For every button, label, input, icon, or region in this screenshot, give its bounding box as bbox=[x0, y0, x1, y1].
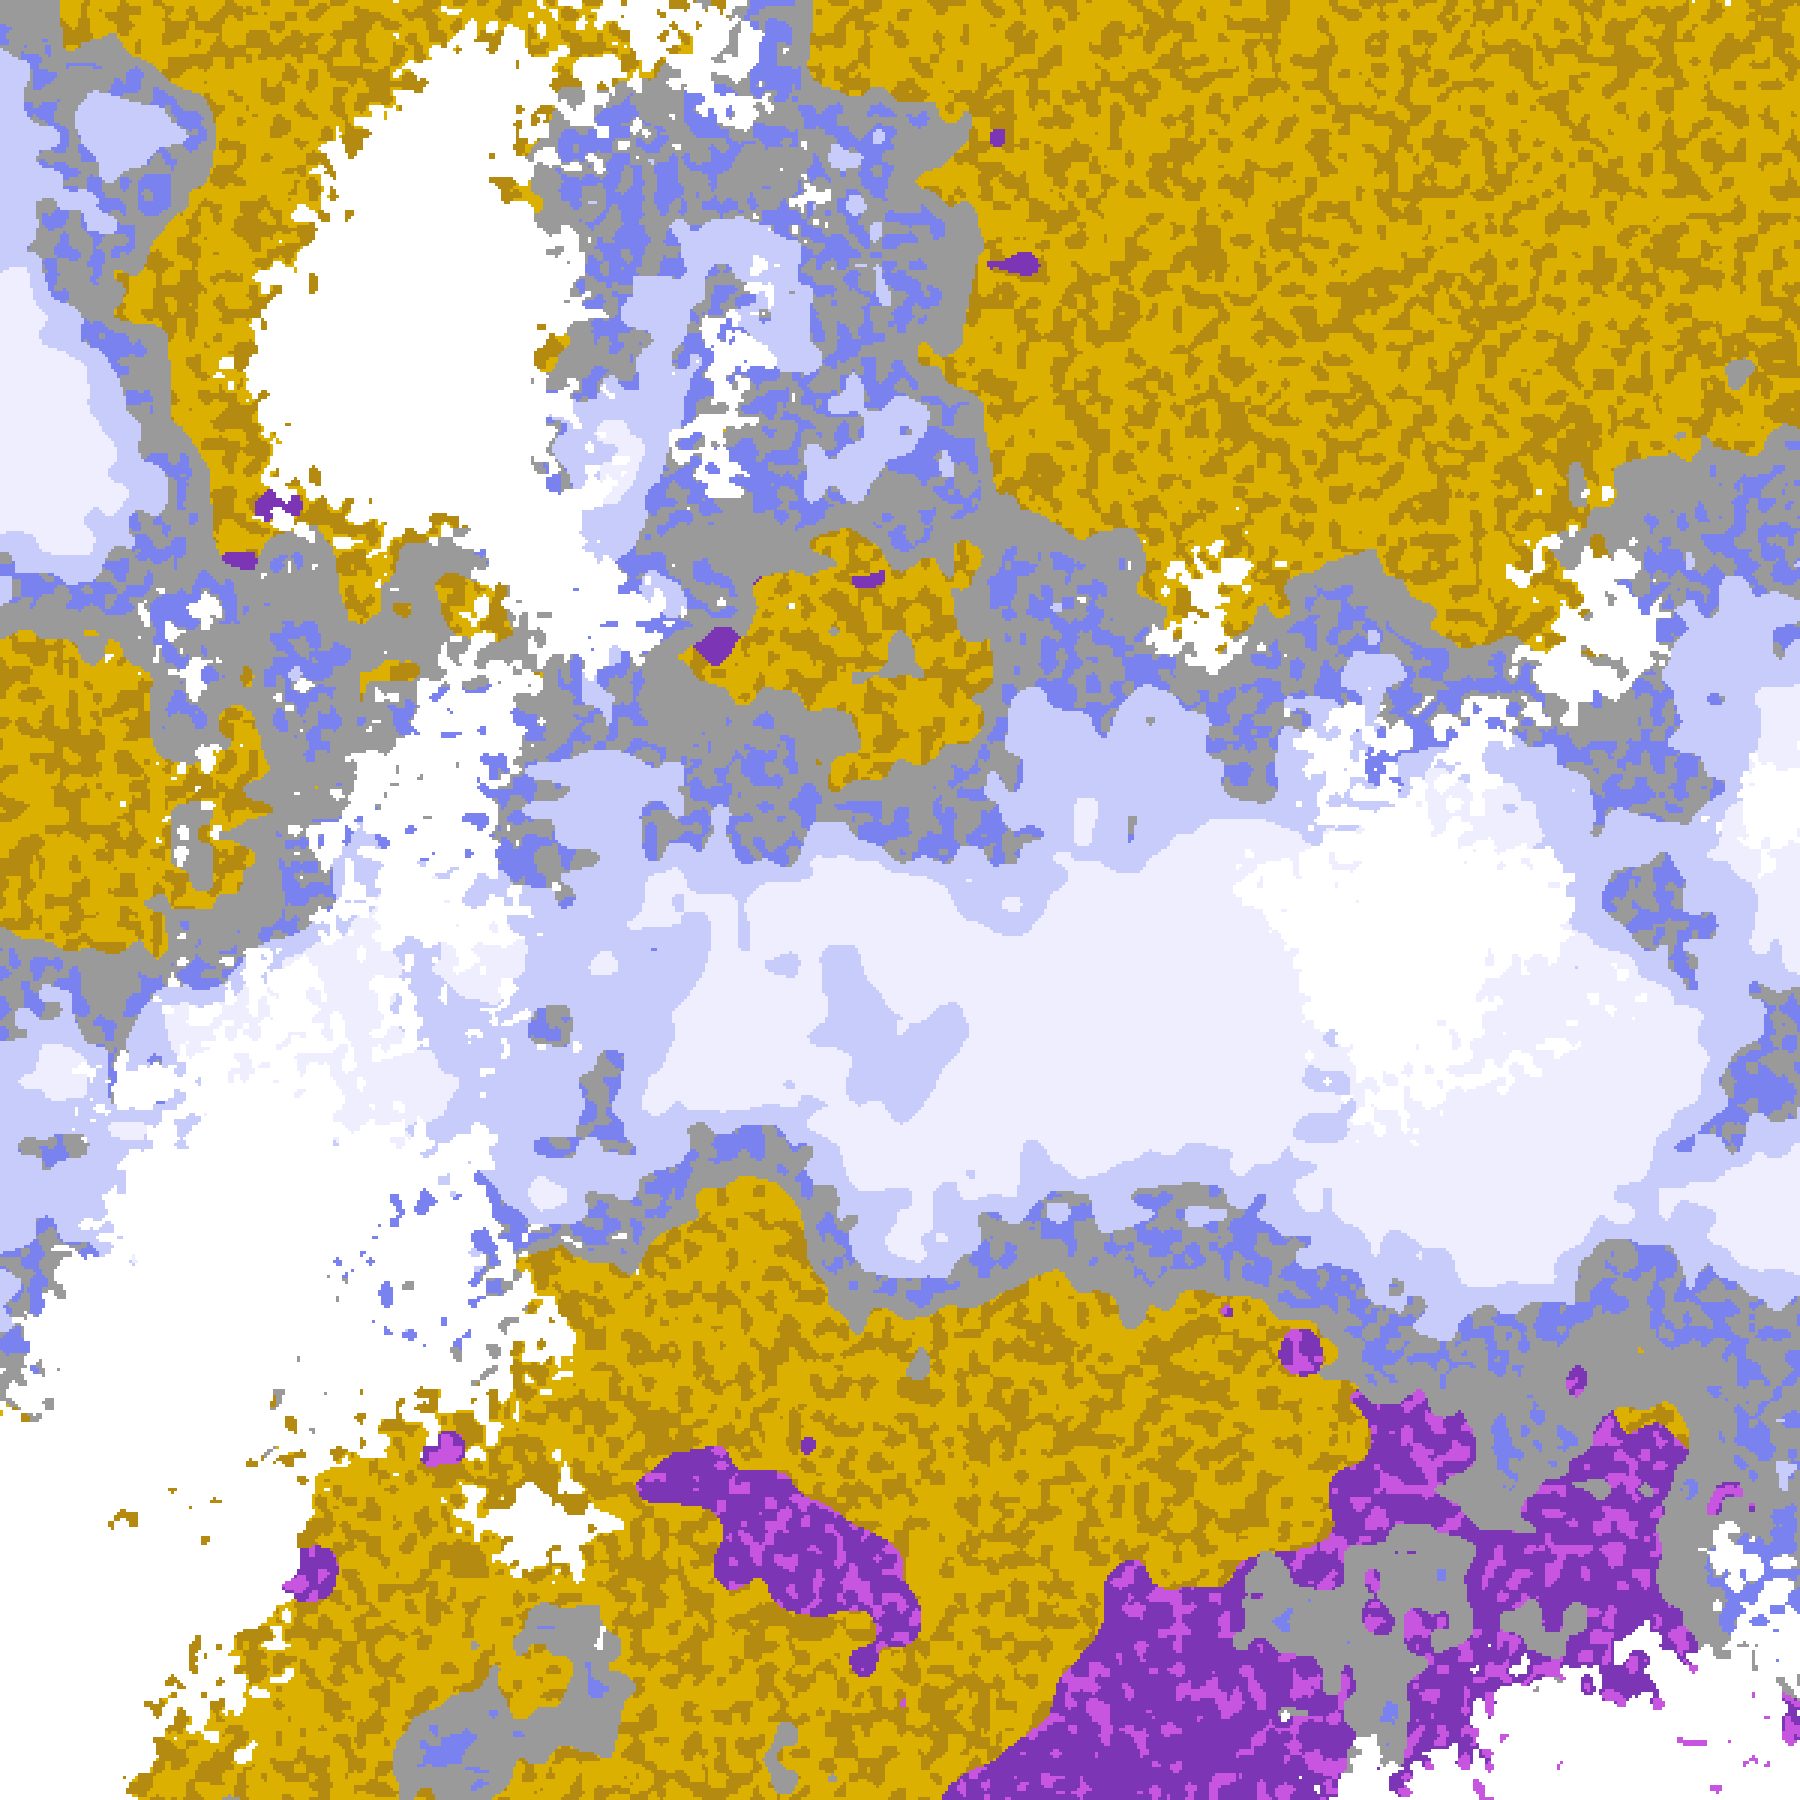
satellite-map bbox=[0, 0, 1800, 1800]
cloud-classification-raster bbox=[0, 0, 1800, 1800]
